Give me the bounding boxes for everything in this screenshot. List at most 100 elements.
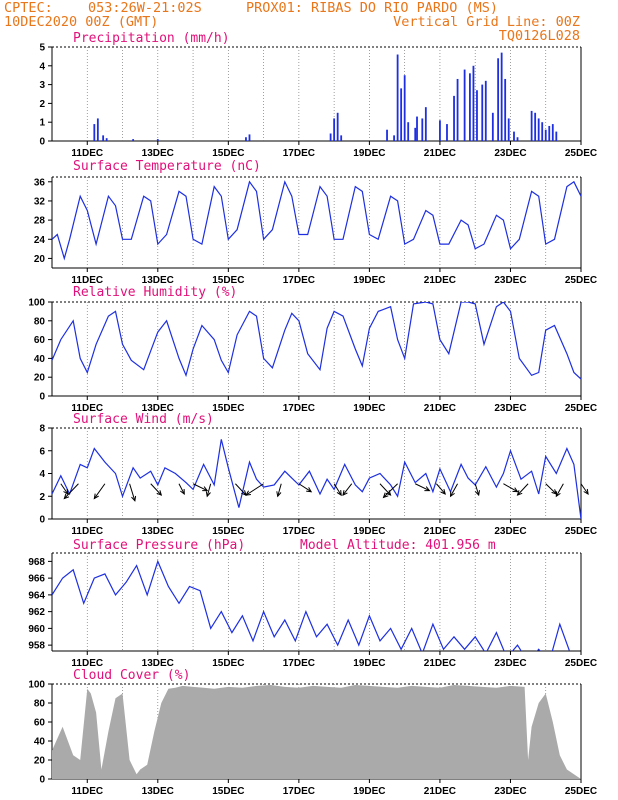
wind-vector-arrow (415, 483, 431, 492)
wind-ytick-label: 4 (39, 469, 45, 480)
precipitation-bar (396, 54, 399, 141)
wind-vector-arrow (503, 483, 519, 493)
precipitation-bar (541, 122, 544, 141)
pressure-xtick-label: 19DEC (353, 658, 385, 669)
wind-vector-arrow (382, 483, 398, 499)
precipitation-ytick-label: 3 (39, 80, 45, 91)
wind-vector-arrow (333, 483, 342, 497)
precipitation-bar (500, 52, 503, 141)
precipitation-bar (551, 124, 554, 141)
humidity-ytick-label: 0 (39, 392, 45, 403)
precipitation-bar (548, 125, 551, 141)
precipitation-bar (463, 69, 466, 141)
precipitation-bar (456, 78, 459, 141)
humidity-xtick-label: 17DEC (283, 403, 315, 414)
wind-vector-arrow (245, 483, 264, 496)
precipitation-bar (400, 88, 403, 141)
humidity-ytick-label: 20 (34, 373, 46, 384)
precipitation-bar (534, 112, 537, 141)
temperature-ytick-label: 32 (34, 196, 46, 207)
cloud-cover-xtick-label: 15DEC (212, 786, 244, 797)
cloud-cover-xtick-label: 19DEC (353, 786, 385, 797)
humidity-ytick-label: 60 (34, 335, 46, 346)
precipitation-bar (472, 65, 475, 141)
precipitation-bar (333, 118, 336, 141)
precipitation-bar (407, 122, 410, 141)
precipitation-bar (336, 112, 339, 141)
header-model: TQ0126L028 (499, 28, 580, 44)
wind-vector-arrow (205, 483, 212, 498)
wind-vector-arrow (545, 483, 558, 495)
wind-vector-arrow (276, 483, 282, 498)
precipitation-xtick-label: 25DEC (565, 148, 597, 159)
cloud-cover-xtick-label: 21DEC (424, 786, 456, 797)
precipitation-xtick-label: 23DEC (494, 148, 526, 159)
pressure-xtick-label: 13DEC (142, 658, 174, 669)
pressure-xtick-label: 15DEC (212, 658, 244, 669)
temperature-xtick-label: 15DEC (212, 275, 244, 286)
wind-xtick-label: 11DEC (71, 526, 103, 537)
wind-vector-arrow (580, 483, 589, 495)
temperature-xtick-label: 19DEC (353, 275, 385, 286)
wind-xtick-label: 13DEC (142, 526, 174, 537)
wind-series-line (52, 439, 581, 519)
humidity-xtick-label: 11DEC (71, 403, 103, 414)
wind-xtick-label: 19DEC (353, 526, 385, 537)
precipitation-bar (544, 129, 547, 141)
wind-xtick-label: 23DEC (494, 526, 526, 537)
wind-xtick-label: 25DEC (565, 526, 597, 537)
pressure-ytick-label: 968 (28, 557, 45, 568)
precipitation-bar (516, 137, 519, 141)
humidity-panel: Relative Humidity (%) 0 20 40 60 80 100 11DEC 13… (28, 285, 597, 414)
wind-vector-arrow (129, 483, 137, 502)
header-station: PROX01: RIBAS DO RIO PARDO (MS) (246, 0, 498, 16)
pressure-ytick-label: 962 (28, 607, 45, 618)
cloud-cover-ytick-label: 40 (34, 737, 46, 748)
precipitation-bar (504, 78, 507, 141)
wind-ytick-label: 6 (39, 446, 45, 457)
humidity-series-line (52, 302, 581, 380)
temperature-xtick-label: 17DEC (283, 275, 315, 286)
precipitation-xtick-label: 13DEC (142, 148, 174, 159)
header-date: 10DEC2020 00Z (GMT) (4, 14, 158, 30)
precipitation-bar (476, 90, 478, 141)
humidity-xtick-label: 25DEC (565, 403, 597, 414)
precipitation-bar (105, 138, 108, 141)
cloud-cover-ytick-label: 20 (34, 756, 46, 767)
precipitation-bar (530, 110, 533, 141)
humidity-xtick-label: 19DEC (353, 403, 385, 414)
temperature-ytick-label: 20 (34, 254, 46, 265)
humidity-xtick-label: 13DEC (142, 403, 174, 414)
precipitation-ytick-label: 2 (39, 99, 45, 110)
precipitation-bar (403, 75, 406, 141)
temperature-ytick-label: 28 (34, 216, 46, 227)
pressure-subtitle: Model Altitude: 401.956 m (300, 538, 496, 553)
wind-vector-arrow (342, 483, 353, 497)
wind-vector-arrow (449, 483, 459, 498)
wind-xtick-label: 17DEC (283, 526, 315, 537)
temperature-xtick-label: 13DEC (142, 275, 174, 286)
pressure-ytick-label: 964 (28, 590, 45, 601)
precipitation-bar (421, 118, 424, 141)
wind-vector-arrow (474, 483, 480, 497)
cloud-cover-area (52, 685, 581, 779)
cloud-cover-xtick-label: 25DEC (565, 786, 597, 797)
precipitation-bar (469, 73, 471, 141)
precipitation-ytick-label: 0 (39, 137, 45, 148)
pressure-panel: Surface Pressure (hPa) Model Altitude: 40… (28, 538, 597, 669)
header-coords: 053:26W-21:02S (88, 0, 202, 16)
precipitation-xtick-label: 19DEC (353, 148, 385, 159)
precipitation-ytick-label: 1 (39, 118, 45, 129)
cloud-cover-xtick-label: 11DEC (71, 786, 103, 797)
precipitation-xtick-label: 11DEC (71, 148, 103, 159)
precipitation-bar (102, 135, 105, 141)
precipitation-bar (386, 129, 388, 141)
temperature-xtick-label: 11DEC (71, 275, 103, 286)
temperature-panel: Surface Temperature (nC) 20 24 28 32 36 11DEC 1… (34, 159, 597, 286)
precipitation-bar (414, 127, 417, 141)
precipitation-bar (555, 131, 558, 141)
precipitation-bar (329, 133, 332, 141)
precipitation-ytick-label: 5 (39, 43, 45, 54)
pressure-ytick-label: 958 (28, 641, 45, 652)
